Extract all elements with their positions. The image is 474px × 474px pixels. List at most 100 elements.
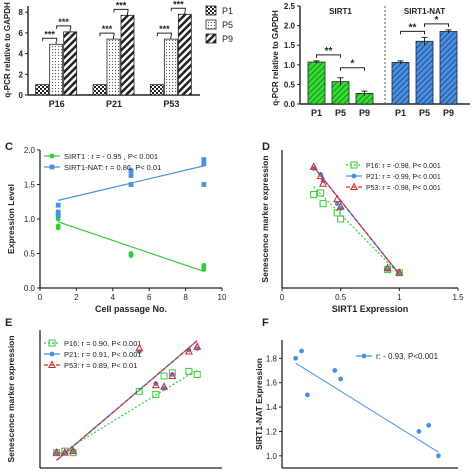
legend-marker [49,351,55,357]
data-point-s1-3 [334,201,340,207]
x-tick-label: 0 [38,293,43,302]
data-point-s2-1 [316,171,325,180]
y-tick-label: 1.0 [266,452,278,461]
group-title: SIRT1-NAT [404,7,445,16]
significance-bracket [42,37,58,42]
x-axis-title: SIRT1 Expression [332,304,409,314]
legend-marker [361,353,367,359]
legend-label: P16: r = 0.90, P< 0.001 [64,339,142,348]
y-axis-title: Senescence marker expression [6,335,16,462]
y-tick-label: 6 [19,29,24,38]
legend-label: P21: r = -0.99, P< 0.001 [366,174,441,181]
y-tick-label: 0.5 [284,80,296,89]
data-point-s0-3 [135,387,143,395]
y-tick-label: 2 [19,70,24,79]
significance-label: *** [58,17,69,27]
legend-marker [49,164,55,170]
bar-p9-p16 [63,31,78,96]
bar-p1-p53 [149,84,164,96]
y-tick-label: 0.0 [24,284,36,293]
panel-letter: F [262,317,269,329]
data-point-s2-3 [333,194,342,203]
data-point-s0-0 [293,355,299,361]
data-point-s0-7 [201,266,207,272]
legend-label: P1 [222,6,233,16]
significance-bracket [156,32,172,37]
data-point-s2-8 [193,342,202,350]
legend-swatch [205,19,217,30]
data-point-s1-2 [55,213,61,218]
y-tick-label: 0.0 [284,100,296,109]
legend-label: r: - 0.93, P<0.001 [376,352,439,361]
bar-p5-p16 [49,43,64,96]
y-axis-title: SIRT1-NAT Expression [254,358,264,450]
y-tick-label: 4 [19,50,24,59]
data-point-s0-4 [128,253,134,258]
fit-line-0 [56,369,198,457]
data-point-s0-1 [317,189,325,197]
y-tick-label: 1.0 [284,61,296,70]
data-point-s0-4 [338,376,344,382]
panel-d-scatter-chart: D 0 0.5 1 1.5 SIRT1 Expression Senescence mark… [260,141,464,314]
x-tick-label: P5 [335,108,346,118]
significance-label: * [351,59,355,70]
data-point-s2-0 [52,448,61,456]
legend-marker [349,182,359,190]
y-tick-label: 2.0 [284,22,296,31]
error-bar [361,90,368,96]
x-tick-label: P53 [163,99,179,109]
fit-line-0 [313,186,400,275]
panel-letter: E [5,317,12,329]
data-point-s2-2 [69,446,78,455]
legend-marker [350,161,358,169]
data-point-s1-3 [136,349,142,354]
y-tick-label: 1.8 [266,354,278,363]
data-point-s1-6 [201,157,207,163]
significance-bracket [170,7,186,12]
y-tick-label: 1.4 [266,403,278,412]
legend-marker [48,339,56,347]
y-axis-title: Senescence marker expression [260,155,270,282]
data-point-s0-8 [193,370,201,378]
x-tick-label: 1 [397,293,402,302]
y-tick-label: 8 [19,8,24,17]
group-title: SIRT1 [329,7,352,16]
data-point-s2-5 [383,263,392,272]
legend-swatch [205,5,217,16]
bar-p1-p21 [92,84,107,96]
y-tick-label: 2.0 [24,146,36,155]
error-bar [313,60,320,64]
x-tick-label: 6 [147,293,152,302]
x-tick-label: 0.5 [335,293,347,302]
data-point-s1-1 [55,209,61,215]
significance-label: ** [325,46,333,57]
legend-marker [49,153,55,159]
legend-marker [47,360,57,368]
legend-swatch [205,33,217,44]
bar-sirt1-nat-p1 [391,62,410,105]
data-point-s2-4 [151,380,160,389]
data-point-s2-7 [184,346,193,355]
bar-p9-p21 [120,14,135,96]
y-tick-label: 2.5 [284,2,296,11]
significance-bracket [316,54,341,58]
significance-label: *** [102,24,113,34]
data-point-s2-0 [309,162,318,170]
x-tick-label: 8 [183,293,188,302]
fit-line-2 [56,340,198,461]
data-point-s2-6 [168,371,177,379]
bar-p9-p53 [177,13,192,96]
x-tick-label: 1.5 [452,293,464,302]
data-point-s0-6 [426,422,432,428]
significance-bracket [400,30,425,35]
data-point-s0-4 [337,215,345,223]
error-bar [337,77,344,86]
x-tick-label: 0 [280,293,285,302]
x-tick-label: P9 [359,108,370,118]
x-tick-label: P1 [311,108,322,118]
y-tick-label: 0 [19,91,24,100]
panel-b-bar-chart: 0.0 0.5 1.0 1.5 2.0 2.5 q-PCR relative to GAPD… [271,2,470,118]
data-point-s0-7 [436,453,441,459]
legend-label: P53: r = -0.98, P< 0.001 [366,185,441,192]
